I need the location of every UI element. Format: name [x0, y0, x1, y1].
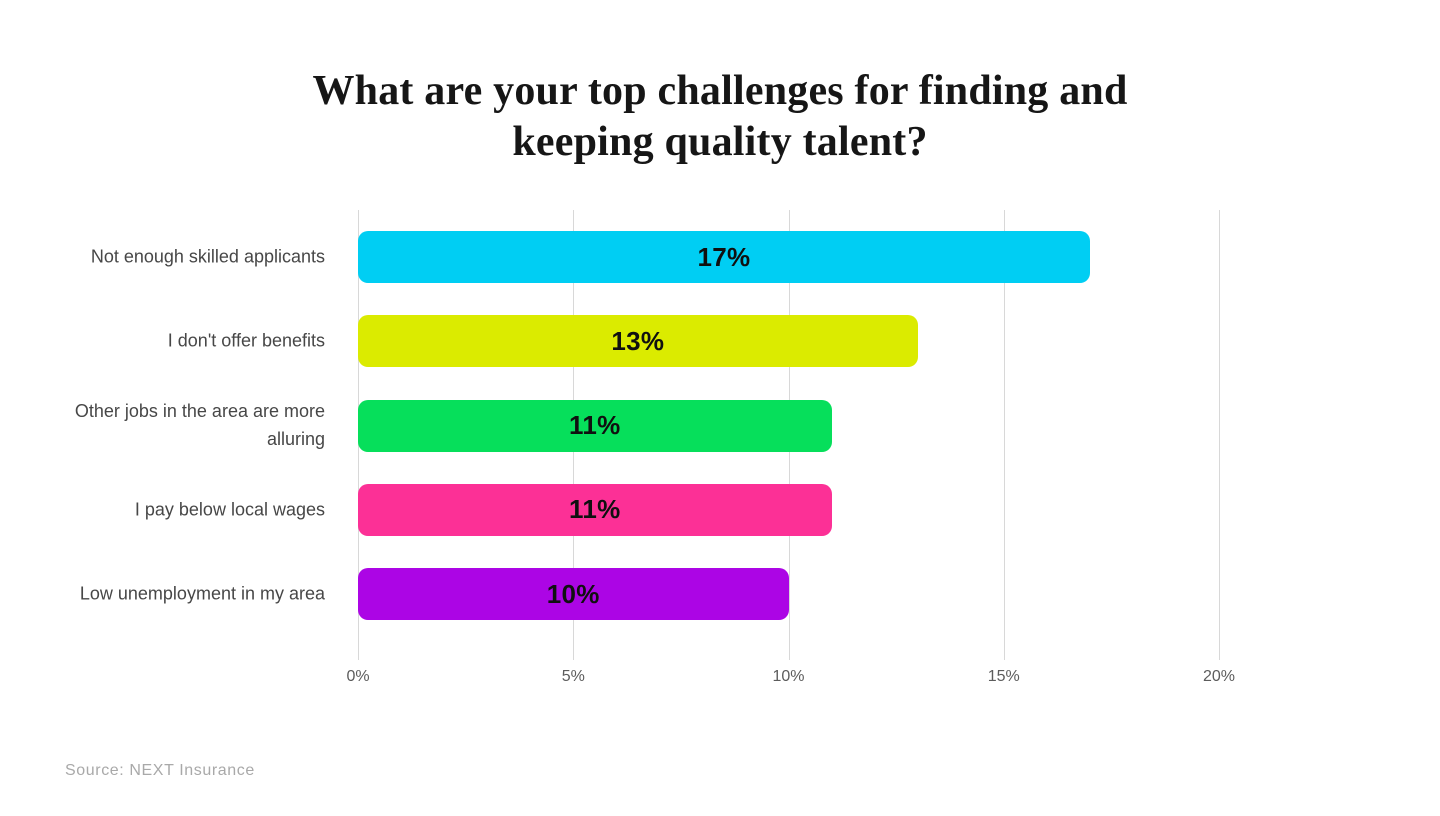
x-axis-tick-label: 20%	[1202, 668, 1236, 685]
category-label: Other jobs in the area are more alluring	[74, 400, 325, 450]
category-label: I pay below local wages	[134, 499, 325, 520]
bar-segment: 13%	[358, 315, 918, 368]
x-axis-tick-label: 15%	[987, 668, 1020, 685]
gridline-15%	[1003, 210, 1005, 660]
x-axis-tick-label: 5%	[561, 668, 585, 685]
bar-segment: 17%	[358, 231, 1090, 283]
bar-value-label: 11%	[569, 410, 621, 440]
source-attribution: Source: NEXT Insurance	[65, 762, 255, 779]
category-label: Low unemployment in my area	[79, 583, 325, 604]
gridline-20%	[1219, 210, 1220, 660]
chart-title-line-2: keeping quality talent?	[512, 119, 928, 166]
bar-segment: 10%	[358, 568, 789, 620]
bar-value-label: 10%	[546, 578, 600, 609]
category-label: Not enough skilled applicants	[90, 246, 325, 267]
bar-segment: 11%	[358, 399, 832, 452]
x-axis-tick-label: 10%	[772, 668, 805, 685]
bar-segment: 11%	[358, 483, 832, 536]
x-axis-tick-label: 0%	[346, 668, 370, 685]
chart-title: What are your top challenges for finding…	[0, 66, 1440, 168]
bar-value-label: 13%	[611, 325, 665, 356]
chart-title-line-1: What are your top challenges for finding…	[312, 68, 1128, 114]
category-label: I don't offer benefits	[167, 330, 325, 351]
bar-value-label: 17%	[697, 241, 751, 272]
bar-value-label: 11%	[569, 494, 621, 525]
